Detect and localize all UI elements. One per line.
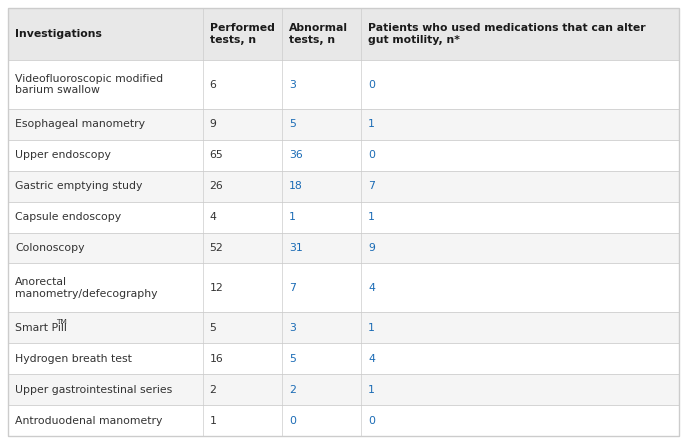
Text: 4: 4	[368, 354, 375, 364]
Text: Investigations: Investigations	[15, 29, 102, 39]
Bar	[8, 109, 679, 140]
Text: Upper gastrointestinal series: Upper gastrointestinal series	[15, 385, 172, 395]
Text: 18: 18	[289, 181, 302, 191]
Text: 5: 5	[210, 323, 216, 333]
Bar	[8, 374, 679, 405]
Text: 4: 4	[368, 283, 375, 293]
Bar	[8, 405, 679, 436]
Text: 1: 1	[368, 385, 375, 395]
Text: 12: 12	[210, 283, 223, 293]
Text: 7: 7	[368, 181, 375, 191]
Text: Smart Pill: Smart Pill	[15, 323, 67, 333]
Text: 0: 0	[289, 416, 296, 425]
Text: 4: 4	[210, 212, 216, 222]
Text: Colonoscopy: Colonoscopy	[15, 243, 85, 253]
Text: 2: 2	[289, 385, 295, 395]
Text: 1: 1	[289, 212, 295, 222]
Text: 1: 1	[368, 323, 375, 333]
Text: 36: 36	[289, 151, 302, 160]
Bar	[8, 263, 679, 313]
Text: 16: 16	[210, 354, 223, 364]
Text: 3: 3	[289, 79, 295, 90]
Text: 0: 0	[368, 416, 375, 425]
Bar	[8, 233, 679, 263]
Bar	[8, 8, 679, 60]
Text: Hydrogen breath test: Hydrogen breath test	[15, 354, 132, 364]
Text: 5: 5	[289, 119, 295, 130]
Text: 0: 0	[368, 151, 375, 160]
Text: 1: 1	[368, 119, 375, 130]
Text: 9: 9	[368, 243, 375, 253]
Text: 2: 2	[210, 385, 216, 395]
Text: 65: 65	[210, 151, 223, 160]
Text: 1: 1	[210, 416, 216, 425]
Text: Antroduodenal manometry: Antroduodenal manometry	[15, 416, 162, 425]
Text: 26: 26	[210, 181, 223, 191]
Text: 9: 9	[210, 119, 216, 130]
Bar	[8, 313, 679, 343]
Text: 52: 52	[210, 243, 223, 253]
Text: 3: 3	[289, 323, 295, 333]
Text: Abnormal
tests, n: Abnormal tests, n	[289, 23, 348, 45]
Text: Capsule endoscopy: Capsule endoscopy	[15, 212, 121, 222]
Text: TM: TM	[56, 319, 67, 325]
Text: Upper endoscopy: Upper endoscopy	[15, 151, 111, 160]
Text: Gastric emptying study: Gastric emptying study	[15, 181, 142, 191]
Text: Performed
tests, n: Performed tests, n	[210, 23, 275, 45]
Text: 31: 31	[289, 243, 302, 253]
Bar	[8, 140, 679, 171]
Text: 1: 1	[368, 212, 375, 222]
Bar	[8, 171, 679, 202]
Text: 0: 0	[368, 79, 375, 90]
Text: 7: 7	[289, 283, 295, 293]
Bar	[8, 202, 679, 233]
Text: Esophageal manometry: Esophageal manometry	[15, 119, 145, 130]
Bar	[8, 343, 679, 374]
Text: 6: 6	[210, 79, 216, 90]
Text: Patients who used medications that can alter
gut motility, n*: Patients who used medications that can a…	[368, 23, 646, 45]
Bar	[8, 60, 679, 109]
Text: 5: 5	[289, 354, 295, 364]
Text: Videofluoroscopic modified
barium swallow: Videofluoroscopic modified barium swallo…	[15, 74, 163, 95]
Text: Anorectal
manometry/defecography: Anorectal manometry/defecography	[15, 277, 157, 299]
